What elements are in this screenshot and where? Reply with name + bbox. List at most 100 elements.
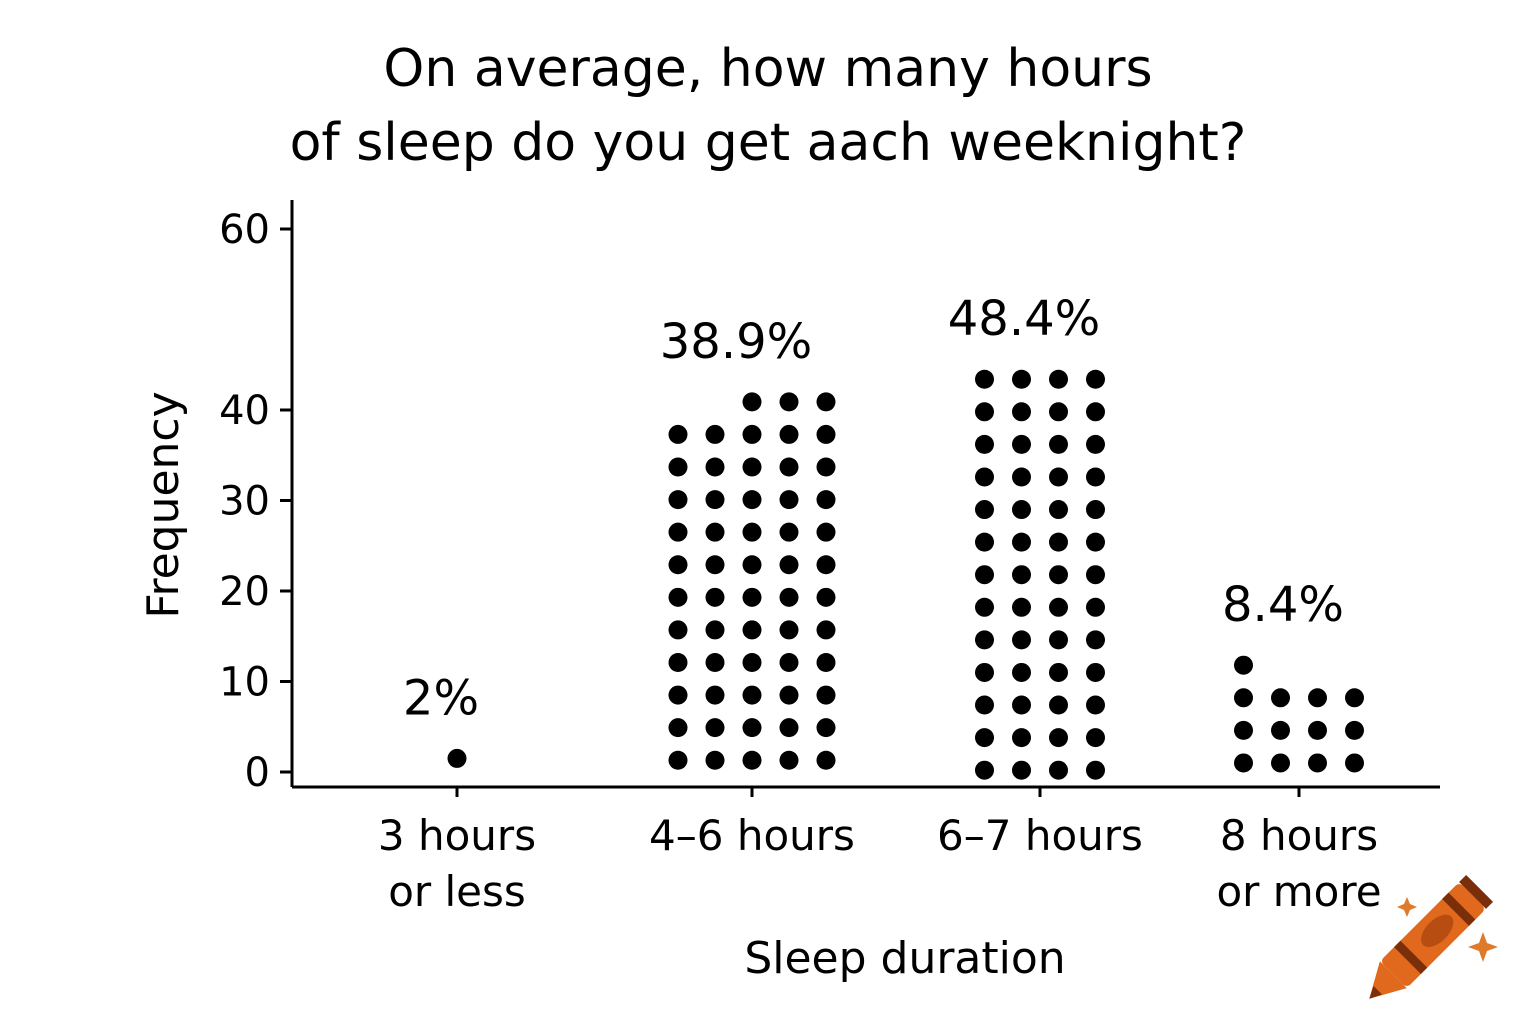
data-dot — [705, 587, 725, 607]
data-dot — [705, 718, 725, 738]
data-dot — [779, 620, 799, 640]
data-dot — [668, 490, 688, 510]
data-dot — [1086, 597, 1105, 617]
data-dot — [779, 685, 799, 705]
data-dot — [816, 392, 836, 412]
x-tick-label: 8 hours — [1220, 811, 1378, 860]
data-dot — [975, 662, 994, 682]
data-dot — [779, 392, 799, 412]
data-dot — [705, 522, 725, 542]
data-dot — [742, 685, 762, 705]
data-dot — [1345, 753, 1364, 773]
data-dot — [1049, 662, 1068, 682]
data-dot — [1012, 662, 1031, 682]
data-dot — [1049, 402, 1068, 422]
data-dot — [779, 522, 799, 542]
data-dot — [1012, 597, 1031, 617]
data-dot — [1086, 467, 1105, 487]
percent-label: 2% — [403, 670, 479, 726]
data-dot — [668, 750, 688, 770]
data-dot — [975, 728, 994, 748]
data-dot — [1049, 500, 1068, 520]
data-dot — [779, 555, 799, 575]
data-dot — [1086, 662, 1105, 682]
data-dot — [705, 652, 725, 672]
data-dot — [816, 620, 836, 640]
data-dot — [816, 490, 836, 510]
data-dot — [668, 587, 688, 607]
data-dot — [705, 750, 725, 770]
y-tick-label: 60 — [219, 207, 270, 253]
data-dot — [816, 424, 836, 444]
data-dot — [1012, 695, 1031, 715]
y-tick-label: 30 — [219, 479, 270, 525]
data-dot — [1086, 434, 1105, 454]
data-dot — [816, 685, 836, 705]
data-dot — [742, 424, 762, 444]
data-dot — [1086, 532, 1105, 552]
data-dot — [975, 532, 994, 552]
data-dot — [1234, 753, 1253, 773]
data-dot — [668, 718, 688, 738]
percent-label: 48.4% — [948, 291, 1100, 347]
data-dot — [1345, 688, 1364, 708]
data-dot — [742, 522, 762, 542]
chart-title-line-1: On average, how many hours — [383, 39, 1152, 99]
data-dot — [1234, 655, 1253, 675]
data-dot — [779, 718, 799, 738]
data-dot — [742, 620, 762, 640]
data-dot — [1345, 720, 1364, 740]
chart-title-line-2: of sleep do you get aach weeknight? — [290, 113, 1247, 173]
data-dot — [742, 555, 762, 575]
data-dot — [1234, 720, 1253, 740]
data-dot — [1012, 728, 1031, 748]
data-dot — [668, 685, 688, 705]
data-dot — [1086, 369, 1105, 389]
data-dot — [975, 630, 994, 650]
data-dot — [975, 369, 994, 389]
data-dot — [816, 457, 836, 477]
data-dot — [975, 500, 994, 520]
data-dot — [705, 555, 725, 575]
data-dot — [668, 555, 688, 575]
data-dot — [1012, 630, 1031, 650]
x-tick-label: or less — [388, 867, 526, 916]
data-dot — [1049, 532, 1068, 552]
data-dot — [816, 522, 836, 542]
data-dot — [975, 565, 994, 585]
data-dot — [742, 652, 762, 672]
data-dot — [1049, 695, 1068, 715]
data-dot — [1271, 753, 1290, 773]
data-dot — [1086, 630, 1105, 650]
data-dot — [1049, 760, 1068, 780]
percent-label: 8.4% — [1222, 577, 1344, 633]
x-tick-label: 6–7 hours — [937, 811, 1143, 860]
data-dot — [816, 587, 836, 607]
x-tick-label: or more — [1216, 867, 1381, 916]
data-dot — [1049, 467, 1068, 487]
plot-area: 0 10 20 30 40 60 3 hours or less 2% 4–6 hours 38.9… — [219, 200, 1440, 916]
y-tick-label: 40 — [219, 388, 270, 434]
data-dot — [742, 750, 762, 770]
data-dot — [1234, 688, 1253, 708]
data-dot — [668, 652, 688, 672]
data-dot — [975, 597, 994, 617]
data-dot — [1086, 728, 1105, 748]
data-dot — [1308, 753, 1327, 773]
data-dot — [1049, 565, 1068, 585]
data-dot — [779, 457, 799, 477]
data-dot — [975, 760, 994, 780]
data-dot — [975, 434, 994, 454]
data-dot — [1012, 369, 1031, 389]
data-dot — [742, 718, 762, 738]
data-dot — [742, 587, 762, 607]
x-axis-label: Sleep duration — [744, 933, 1065, 984]
data-dot — [975, 467, 994, 487]
data-dot — [705, 457, 725, 477]
y-tick-label: 0 — [245, 750, 270, 796]
percent-label: 38.9% — [660, 314, 812, 370]
crayon-icon — [1369, 874, 1494, 999]
y-tick-label: 10 — [219, 660, 270, 706]
data-dot — [1086, 760, 1105, 780]
